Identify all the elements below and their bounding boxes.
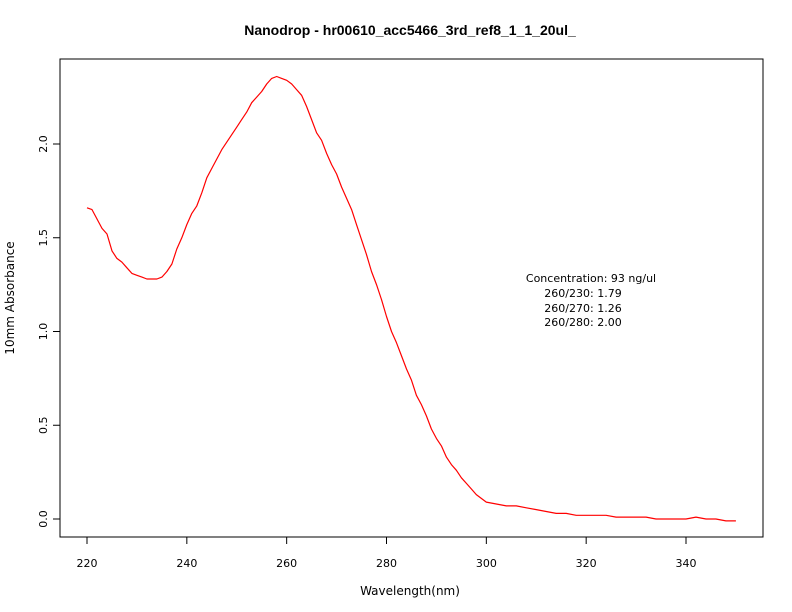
stats-annotation: Concentration: 93 ng/ul 260/230: 1.79 26… [526, 272, 656, 329]
plot-frame [59, 58, 764, 538]
x-tick-label: 220 [77, 557, 98, 570]
concentration-text: Concentration: 93 ng/ul [526, 272, 656, 285]
ratio-260-230-text: 260/230: 1.79 [544, 287, 621, 300]
ratio-260-270-text: 260/270: 1.26 [544, 302, 621, 315]
ratio-260-280-text: 260/280: 2.00 [544, 316, 621, 329]
y-tick-label: 1.5 [37, 229, 50, 247]
x-tick-label: 280 [376, 557, 397, 570]
y-axis-label: 10mm Absorbance [3, 241, 17, 354]
y-tick-label: 0.5 [37, 417, 50, 435]
y-axis: 0.0 0.5 1.0 1.5 2.0 [37, 135, 61, 528]
x-axis-label: Wavelength(nm) [360, 584, 460, 598]
series-layer [86, 75, 736, 522]
x-tick-label: 340 [676, 557, 697, 570]
y-tick-label: 1.0 [37, 323, 50, 341]
y-tick-label: 0.0 [37, 510, 50, 528]
x-tick-label: 300 [476, 557, 497, 570]
y-tick-label: 2.0 [37, 135, 50, 153]
x-tick-label: 240 [176, 557, 197, 570]
x-axis: 220 240 260 280 300 320 340 [77, 536, 697, 570]
absorbance-series-line [86, 75, 736, 522]
x-tick-label: 260 [276, 557, 297, 570]
x-tick-label: 320 [576, 557, 597, 570]
chart-title: Nanodrop - hr00610_acc5466_3rd_ref8_1_1_… [244, 22, 576, 38]
